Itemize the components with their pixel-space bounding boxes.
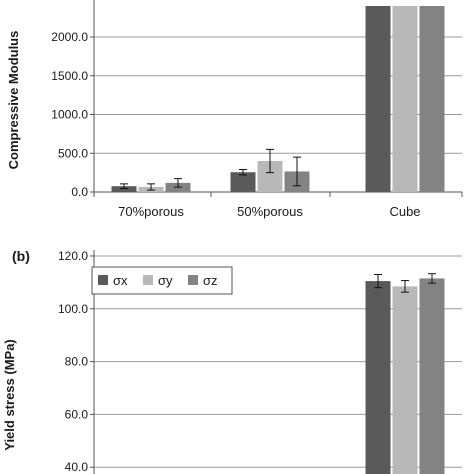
y-tick-label: 1000.0 (51, 108, 88, 122)
legend-label: σz (203, 273, 218, 288)
category-label: 70%porous (118, 204, 184, 219)
legend-label: σx (113, 273, 128, 288)
legend-box (91, 266, 233, 295)
legend-swatch (143, 275, 153, 285)
bar-Cube-series-1 (365, 6, 391, 192)
bar-Cube-series-2 (392, 6, 418, 192)
bar-Cube-series-1 (365, 281, 391, 474)
legend: σx σy σz (91, 266, 233, 295)
y-tick-label: 60.0 (65, 407, 89, 421)
category-label: 50%porous (237, 204, 303, 219)
bar-70-pct-porous-series-1 (111, 186, 137, 192)
error-bar (239, 169, 247, 176)
error-bar (147, 183, 155, 191)
y-tick-label: 2000.0 (51, 30, 88, 44)
bar-Cube-series-3 (419, 278, 445, 474)
y-tick-label: 120.0 (58, 249, 88, 263)
bar-Cube-series-3 (419, 6, 445, 192)
error-bar (174, 178, 182, 188)
bar-Cube-series-2 (392, 286, 418, 474)
category-label: Cube (389, 204, 420, 219)
bar-50-pct-porous-series-1 (230, 172, 256, 192)
legend-swatch (188, 275, 198, 285)
error-bar (293, 156, 301, 187)
panel-label: (b) (12, 248, 30, 264)
panel-b-yield-stress: 40.0 60.0 80.0 100.0 120.0 Yield stress (MPa)… (2, 248, 462, 474)
y-tick-label: 500.0 (58, 146, 88, 160)
y-tick-label: 80.0 (65, 355, 89, 369)
y-axis-label: Yield stress (MPa) (2, 339, 17, 451)
error-bar (428, 273, 436, 284)
error-bar (374, 273, 382, 289)
error-bar (266, 148, 274, 174)
y-axis-label: Compressive Modulus (6, 31, 21, 170)
legend-label: σy (158, 273, 173, 288)
y-tick-label: 100.0 (58, 302, 88, 316)
y-tick-label: 0.0 (71, 185, 88, 199)
y-tick-label: 40.0 (65, 460, 89, 474)
y-tick-label: 1500.0 (51, 69, 88, 83)
error-bar (401, 280, 409, 293)
error-bar (120, 183, 128, 190)
legend-swatch (98, 275, 108, 285)
panel-a-compressive-modulus: 0.0 500.0 1000.0 1500.0 2000.0 70%porous 50%po… (6, 0, 463, 219)
